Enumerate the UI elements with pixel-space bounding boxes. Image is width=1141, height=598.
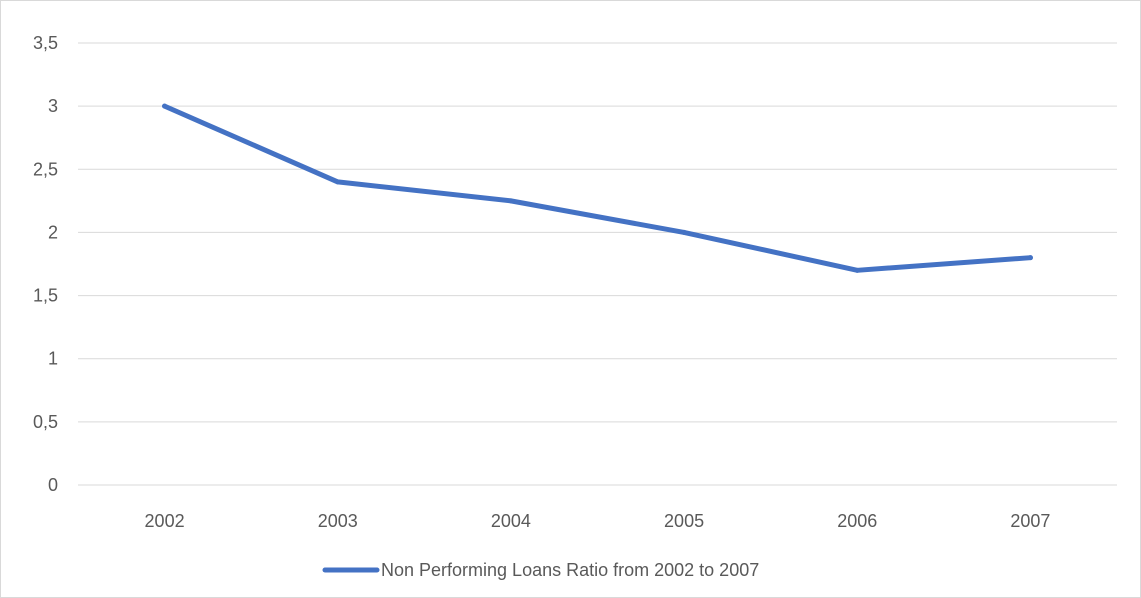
x-tick-label: 2003 <box>318 511 358 531</box>
legend-label: Non Performing Loans Ratio from 2002 to … <box>381 560 759 580</box>
y-tick-label: 1 <box>48 349 58 369</box>
y-tick-label: 2 <box>48 222 58 242</box>
series-layer <box>162 103 1033 273</box>
y-tick-label: 0,5 <box>33 412 58 432</box>
x-tick-label: 2002 <box>145 511 185 531</box>
x-tick-label: 2007 <box>1010 511 1050 531</box>
data-point <box>335 179 341 185</box>
data-point <box>1027 255 1033 261</box>
y-tick-label: 3,5 <box>33 33 58 53</box>
y-tick-label: 3 <box>48 96 58 116</box>
y-axis-tick-labels: 0 0,5 1 1,5 2 2,5 3 3,5 <box>33 33 58 495</box>
x-tick-label: 2004 <box>491 511 531 531</box>
y-tick-label: 0 <box>48 475 58 495</box>
x-tick-label: 2006 <box>837 511 877 531</box>
data-point <box>854 267 860 273</box>
series-line <box>162 103 1033 273</box>
y-tick-label: 1,5 <box>33 286 58 306</box>
gridlines <box>78 42 1117 486</box>
data-point <box>681 229 687 235</box>
data-point <box>508 198 514 204</box>
legend: Non Performing Loans Ratio from 2002 to … <box>322 560 759 580</box>
x-tick-label: 2005 <box>664 511 704 531</box>
y-tick-label: 2,5 <box>33 159 58 179</box>
x-axis-tick-labels: 2002 2003 2004 2005 2006 2007 <box>145 511 1051 531</box>
data-point <box>162 103 168 109</box>
